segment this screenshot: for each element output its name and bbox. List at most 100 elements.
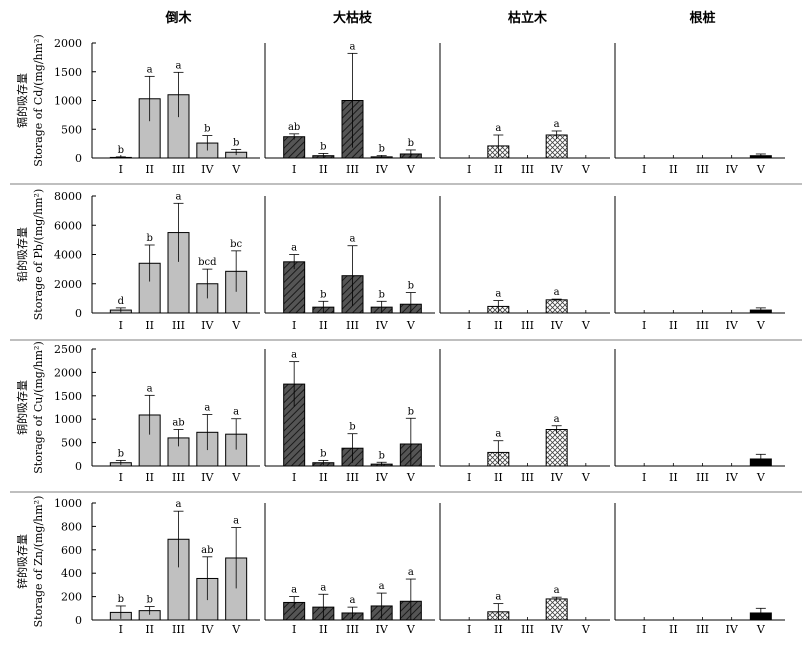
- bar-3-IV: [545, 428, 568, 467]
- y-tick-label: 200: [61, 591, 82, 604]
- category-label: III: [172, 623, 185, 636]
- significance-label: bcd: [198, 257, 217, 268]
- bar-3-IV: [545, 299, 568, 314]
- y-tick-label: 2000: [54, 278, 82, 291]
- category-label: III: [346, 471, 359, 484]
- y-tick-label: 8000: [54, 190, 82, 203]
- category-label: I: [642, 163, 646, 176]
- category-label: IV: [551, 163, 564, 176]
- significance-label: a: [320, 582, 326, 593]
- category-label: III: [346, 319, 359, 332]
- category-label: IV: [376, 623, 389, 636]
- y-axis-label-en: Storage of Pb/(mg/hm²): [32, 189, 45, 320]
- category-label: III: [521, 319, 534, 332]
- category-label: V: [406, 623, 416, 636]
- significance-label: a: [554, 119, 560, 130]
- category-label: I: [292, 623, 296, 636]
- y-axis-label-en: Storage of Zn/(mg/hm²): [32, 496, 45, 628]
- significance-label: a: [554, 414, 560, 425]
- significance-label: b: [146, 595, 152, 606]
- y-tick-label: 1500: [54, 390, 82, 403]
- category-label: V: [231, 471, 241, 484]
- significance-label: b: [146, 233, 152, 244]
- category-label: II: [145, 471, 154, 484]
- category-label: II: [145, 623, 154, 636]
- y-axis-label-cn: 铜的吸存量: [15, 380, 29, 435]
- category-label: I: [642, 471, 646, 484]
- category-label: I: [119, 319, 123, 332]
- category-label: II: [494, 623, 503, 636]
- category-label: V: [756, 471, 766, 484]
- category-label: IV: [726, 163, 739, 176]
- category-label: II: [319, 471, 328, 484]
- category-label: I: [119, 163, 123, 176]
- significance-label: b: [378, 289, 384, 300]
- significance-label: a: [291, 243, 297, 254]
- group-header-2: 大枯枝: [333, 10, 373, 26]
- category-label: II: [669, 471, 678, 484]
- category-label: V: [581, 163, 591, 176]
- y-tick-label: 0: [75, 460, 82, 473]
- significance-label: a: [350, 234, 356, 245]
- category-label: V: [406, 319, 416, 332]
- category-label: IV: [376, 163, 389, 176]
- y-tick-label: 2000: [54, 366, 82, 379]
- category-label: II: [494, 471, 503, 484]
- category-label: III: [696, 623, 709, 636]
- category-label: III: [696, 471, 709, 484]
- category-label: IV: [726, 319, 739, 332]
- category-label: II: [494, 163, 503, 176]
- y-tick-label: 500: [61, 123, 82, 136]
- category-label: IV: [551, 623, 564, 636]
- category-label: II: [319, 623, 328, 636]
- category-label: III: [521, 471, 534, 484]
- significance-label: b: [204, 124, 210, 135]
- significance-label: a: [176, 499, 182, 510]
- y-axis-label-cn: 铅的吸存量: [15, 227, 29, 282]
- category-label: III: [346, 623, 359, 636]
- category-label: I: [467, 471, 471, 484]
- group-header-4: 根桩: [689, 10, 715, 26]
- significance-label: a: [291, 585, 297, 596]
- category-label: V: [581, 319, 591, 332]
- y-tick-label: 1500: [54, 66, 82, 79]
- category-label: III: [346, 163, 359, 176]
- y-tick-label: 0: [75, 307, 82, 320]
- significance-label: a: [176, 191, 182, 202]
- significance-label: a: [350, 41, 356, 52]
- significance-label: b: [118, 145, 124, 156]
- category-label: V: [581, 471, 591, 484]
- significance-label: a: [176, 60, 182, 71]
- y-tick-label: 6000: [54, 219, 82, 232]
- significance-label: b: [320, 289, 326, 300]
- category-label: II: [669, 163, 678, 176]
- panel-3: 0 500 1000 1500 2000 2500 铜的吸存量 Storage of Cu/(…: [10, 341, 802, 493]
- group-header-3: 枯立木: [508, 10, 548, 26]
- category-label: III: [521, 163, 534, 176]
- significance-label: b: [118, 594, 124, 605]
- panel-1: 0 500 1000 1500 2000 镉的吸存量 Storage of Cd/(mg/h…: [10, 34, 802, 185]
- category-label: IV: [201, 623, 214, 636]
- y-tick-label: 4000: [54, 249, 82, 262]
- y-axis-label-cn: 镉的吸存量: [15, 73, 29, 128]
- category-label: III: [172, 471, 185, 484]
- significance-label: a: [291, 350, 297, 361]
- category-label: I: [292, 471, 296, 484]
- significance-label: a: [147, 383, 153, 394]
- category-label: V: [756, 163, 766, 176]
- category-label: II: [319, 319, 328, 332]
- y-tick-label: 1000: [54, 497, 82, 510]
- category-label: I: [642, 319, 646, 332]
- category-label: I: [119, 471, 123, 484]
- category-label: I: [467, 163, 471, 176]
- bar-3-IV: [545, 598, 568, 621]
- significance-label: b: [118, 448, 124, 459]
- significance-label: a: [233, 516, 239, 527]
- y-tick-label: 400: [61, 567, 82, 580]
- category-label: V: [756, 319, 766, 332]
- group-header-1: 倒木: [164, 10, 192, 26]
- y-axis-label-en: Storage of Cd/(mg/hm²): [32, 34, 45, 166]
- category-label: IV: [726, 471, 739, 484]
- significance-label: a: [495, 592, 501, 603]
